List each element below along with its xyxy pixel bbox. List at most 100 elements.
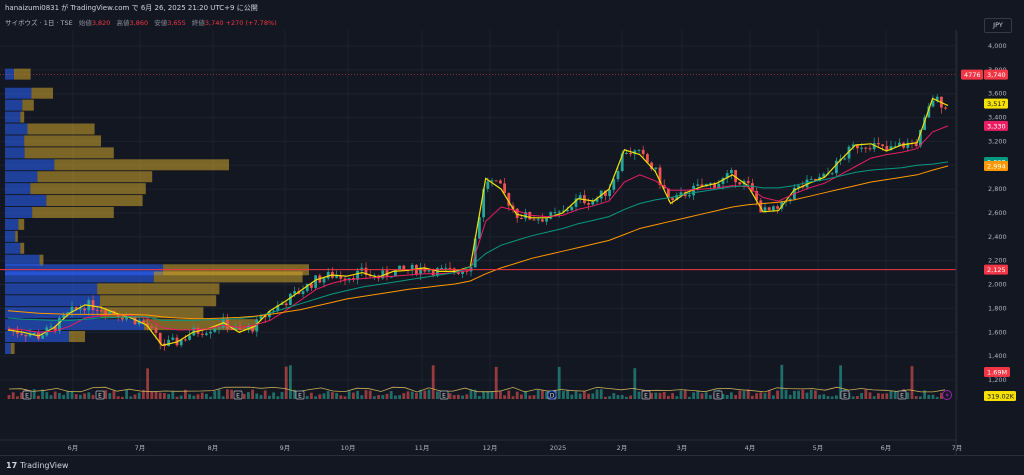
candle-body [251,326,254,332]
candle-body [284,303,288,306]
candle-body [28,334,32,337]
candle-body [179,339,183,346]
price-tags: 47763,7403,5173,3303,0282,9942,1251.69M3… [961,69,1016,401]
candle-body [461,270,464,274]
price-tag-bg [984,264,1008,275]
volume-bar [142,389,145,399]
volume-bar [415,392,418,399]
volume-bar [179,395,183,399]
candle-body [725,173,729,179]
candle-body [763,207,767,213]
candle-body [612,179,616,190]
price-chart[interactable]: 4,0003,8003,6003,4003,2003,0002,8002,600… [0,0,1024,455]
volume-bar [280,392,284,399]
y-tick-label: 2,000 [988,281,1007,289]
candle-body [856,144,859,149]
volume-bar [373,396,376,399]
x-tick-label: 4月 [745,444,756,452]
price-tag-label: 3,330 [987,122,1006,130]
volume-bar [230,389,233,399]
volume-bar [478,396,481,399]
volume-bar [910,366,914,399]
volume-bar [125,389,128,399]
event-marker-box [897,390,907,400]
earnings-event-marker[interactable]: E [295,390,305,400]
candle-body [100,310,103,312]
event-marker-label: E [843,393,847,400]
candle-body [709,183,712,185]
volume-bar [499,390,502,399]
volume-bar [423,390,427,399]
candle-body [549,212,553,219]
earnings-event-marker[interactable]: E [897,390,907,400]
earnings-event-marker[interactable]: E [95,390,105,400]
volume-bar [818,394,821,399]
candle-body [419,267,422,275]
y-tick-label: 1,600 [988,328,1007,336]
candle-body [209,331,212,334]
candle-body [641,149,645,155]
candle-body [700,184,704,187]
symbol-name[interactable]: サイボウズ · 1日 · TSE [5,19,73,27]
candle-body [104,310,107,315]
candle-body [280,303,284,306]
vp-bar-down [27,123,95,135]
earnings-event-marker[interactable]: E [22,390,32,400]
price-tag-countdown: 4776 [961,69,983,80]
candle-body [389,276,393,278]
candle-body [620,153,624,171]
tradingview-logo[interactable]: 17 TradingView [6,461,68,470]
volume-bar [163,392,166,399]
volume-bar [108,393,112,399]
volume-bar [637,391,641,399]
lightning-icon[interactable] [942,390,952,400]
candle-body [402,265,406,270]
tradingview-mark-icon: 17 [6,461,18,470]
volume-bar [188,394,191,399]
dividend-marker[interactable]: D [547,390,557,400]
volume-bar [688,396,691,399]
volume-bar [486,390,490,399]
earnings-event-marker[interactable]: E [641,390,651,400]
volume-bar [784,389,788,399]
candle-body [679,192,683,196]
earnings-event-marker[interactable]: E [233,390,243,400]
volume-bar [633,368,637,399]
earnings-event-marker[interactable]: E [840,390,850,400]
candle-body [381,270,385,279]
candle-body [326,271,330,279]
volume-bar [923,390,926,399]
candle-body [927,106,931,118]
volume-bar [112,390,116,399]
volume-bar [914,396,918,399]
volume-bar [528,395,532,399]
volume-bar [79,394,82,399]
ma-orange-line [7,165,949,320]
volume-bar [32,389,36,399]
candle-body [889,146,893,151]
candle-body [293,291,296,294]
candle-body [427,270,431,272]
volume-bar [192,395,196,399]
candle-body [616,170,620,180]
candle-body [914,142,918,147]
candle-body [167,339,170,347]
volume-bar [562,390,565,399]
candle-body [566,210,569,212]
volume-bar [129,396,133,399]
change-value: +270 (+7.78%) [225,19,277,27]
volume-bar [221,396,225,399]
volume-bar [620,395,624,399]
price-tag-label: 3,517 [987,100,1006,108]
candle-body [780,201,784,209]
open-label: 始値 [78,19,92,27]
volume-bar [860,393,863,399]
y-tick-label: 3,400 [988,114,1007,122]
volume-bar [305,396,309,399]
candle-body [650,162,653,169]
currency-button[interactable]: JPY [984,18,1012,33]
volume-bar [654,392,658,399]
earnings-event-marker[interactable]: E [439,390,449,400]
volume-bar [226,389,229,399]
earnings-event-marker[interactable]: E [713,390,723,400]
